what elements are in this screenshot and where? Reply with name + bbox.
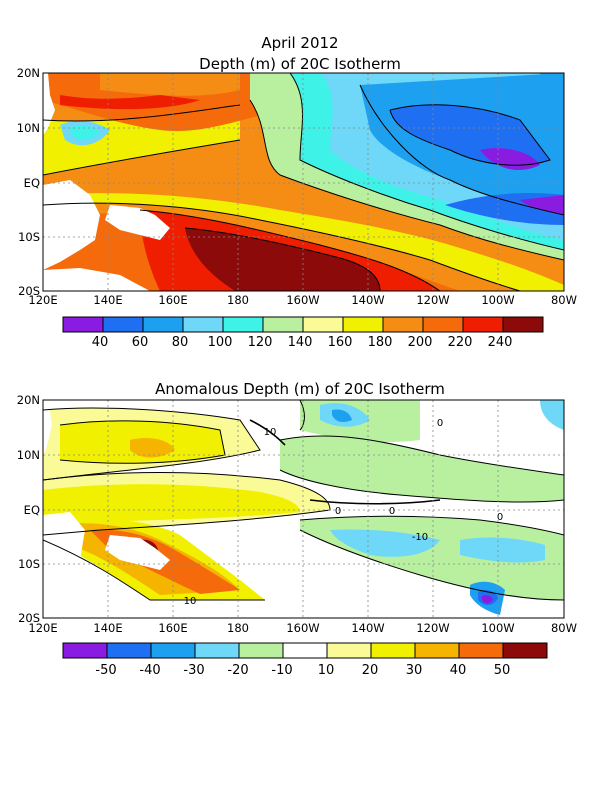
bottom-lon-label: 160E xyxy=(158,621,187,635)
top-map-frame xyxy=(42,72,565,292)
top-colorbar-label: 60 xyxy=(132,335,149,350)
top-lat-label: 10N xyxy=(17,121,40,135)
top-colorbar-label: 40 xyxy=(92,335,109,350)
top-lon-label: 100W xyxy=(481,293,514,307)
bottom-colorbar-swatch xyxy=(502,642,548,659)
top-colorbar-swatch xyxy=(462,316,504,333)
top-chart-title: Depth (m) of 20C Isotherm xyxy=(199,55,401,73)
bottom-lat-label: 10S xyxy=(18,557,40,571)
bottom-lon-label: 80W xyxy=(551,621,577,635)
bottom-lon-label: 160W xyxy=(286,621,319,635)
bottom-lon-label: 100W xyxy=(481,621,514,635)
top-lon-label: 180 xyxy=(227,293,249,307)
bottom-colorbar-label: 40 xyxy=(450,663,467,678)
bottom-colorbar-swatch xyxy=(326,642,372,659)
bottom-colorbar-label: -10 xyxy=(271,663,292,678)
top-colorbar-swatch xyxy=(102,316,144,333)
top-depth-field xyxy=(43,73,564,291)
bottom-colorbar-label: -30 xyxy=(183,663,204,678)
bottom-lon-label: 140E xyxy=(93,621,122,635)
top-colorbar-label: 220 xyxy=(448,335,473,350)
contour-label: 0 xyxy=(437,418,443,429)
top-lon-label: 120W xyxy=(416,293,449,307)
top-colorbar-label: 200 xyxy=(408,335,433,350)
top-colorbar-swatch xyxy=(502,316,544,333)
bottom-colorbar-swatch xyxy=(370,642,416,659)
bottom-colorbar-label: -40 xyxy=(139,663,160,678)
top-colorbar-swatch xyxy=(302,316,344,333)
chart-date: April 2012 xyxy=(261,34,339,52)
contour-label: 10 xyxy=(264,427,277,438)
bottom-colorbar-label: 20 xyxy=(362,663,379,678)
bottom-lat-labels: 20N 10N EQ 10S 20S xyxy=(17,393,40,625)
bottom-lat-label: 20N xyxy=(17,393,40,407)
top-colorbar-swatch xyxy=(222,316,264,333)
contour-label: 0 xyxy=(389,506,395,517)
top-lon-label: 140E xyxy=(93,293,122,307)
top-colorbar-swatch xyxy=(142,316,184,333)
top-lat-labels: 20N 10N EQ 10S 20S xyxy=(17,66,40,298)
bottom-colorbar-swatch xyxy=(194,642,240,659)
bottom-colorbar-swatch xyxy=(282,642,328,659)
bottom-colorbar-swatch xyxy=(106,642,152,659)
bottom-lat-label: 10N xyxy=(17,448,40,462)
top-colorbar-swatch xyxy=(342,316,384,333)
bottom-contour-labels: 10 0 0 10 0 -10 0 xyxy=(184,418,504,607)
bottom-anomaly-field xyxy=(43,400,564,618)
top-lon-label: 120E xyxy=(28,293,57,307)
contour-label: 0 xyxy=(497,512,503,523)
top-colorbar-label: 160 xyxy=(328,335,353,350)
top-colorbar-label: 180 xyxy=(368,335,393,350)
contour-label: -10 xyxy=(412,532,428,543)
contour-label: 0 xyxy=(335,506,341,517)
bottom-map-frame xyxy=(42,399,565,619)
top-colorbar-label: 80 xyxy=(172,335,189,350)
top-lon-label: 80W xyxy=(551,293,577,307)
bottom-colorbar-label: 50 xyxy=(494,663,511,678)
bottom-colorbar-label: 10 xyxy=(318,663,335,678)
top-colorbar-label: 140 xyxy=(288,335,313,350)
bottom-lat-label: EQ xyxy=(24,503,40,517)
bottom-colorbar-swatch xyxy=(62,642,108,659)
top-lon-label: 160W xyxy=(286,293,319,307)
top-colorbar-labels: 40 60 80 100 120 140 160 180 200 220 240 xyxy=(92,335,513,350)
bottom-chart-title: Anomalous Depth (m) of 20C Isotherm xyxy=(155,380,445,398)
bottom-lon-label: 120E xyxy=(28,621,57,635)
bottom-colorbar-swatch xyxy=(150,642,196,659)
top-colorbar-swatch xyxy=(62,316,104,333)
bottom-colorbar-label: -20 xyxy=(227,663,248,678)
contour-label: 10 xyxy=(184,596,197,607)
bottom-colorbar-swatch xyxy=(238,642,284,659)
top-lon-label: 140W xyxy=(351,293,384,307)
bottom-colorbar-swatch xyxy=(458,642,504,659)
bottom-lon-label: 140W xyxy=(351,621,384,635)
top-lon-labels: 120E 140E 160E 180 160W 140W 120W 100W 8… xyxy=(28,293,577,307)
top-colorbar xyxy=(62,316,544,333)
bottom-colorbar-swatch xyxy=(414,642,460,659)
top-lat-label: 20N xyxy=(17,66,40,80)
top-lat-label: EQ xyxy=(24,176,40,190)
bottom-colorbar-labels: -50 -40 -30 -20 -10 10 20 30 40 50 xyxy=(95,663,510,678)
bottom-lat-label: 20S xyxy=(18,611,40,625)
top-colorbar-swatch xyxy=(262,316,304,333)
top-colorbar-label: 120 xyxy=(248,335,273,350)
bottom-colorbar xyxy=(62,642,548,659)
top-colorbar-swatch xyxy=(182,316,224,333)
top-lat-label: 20S xyxy=(18,284,40,298)
bottom-colorbar-label: -50 xyxy=(95,663,116,678)
top-lon-label: 160E xyxy=(158,293,187,307)
bottom-lon-label: 120W xyxy=(416,621,449,635)
bottom-lon-labels: 120E 140E 160E 180 160W 140W 120W 100W 8… xyxy=(28,621,577,635)
bottom-lon-label: 180 xyxy=(227,621,249,635)
top-colorbar-label: 100 xyxy=(208,335,233,350)
bottom-colorbar-label: 30 xyxy=(406,663,423,678)
top-colorbar-swatch xyxy=(382,316,424,333)
top-lat-label: 10S xyxy=(18,230,40,244)
top-colorbar-swatch xyxy=(422,316,464,333)
top-colorbar-label: 240 xyxy=(488,335,513,350)
